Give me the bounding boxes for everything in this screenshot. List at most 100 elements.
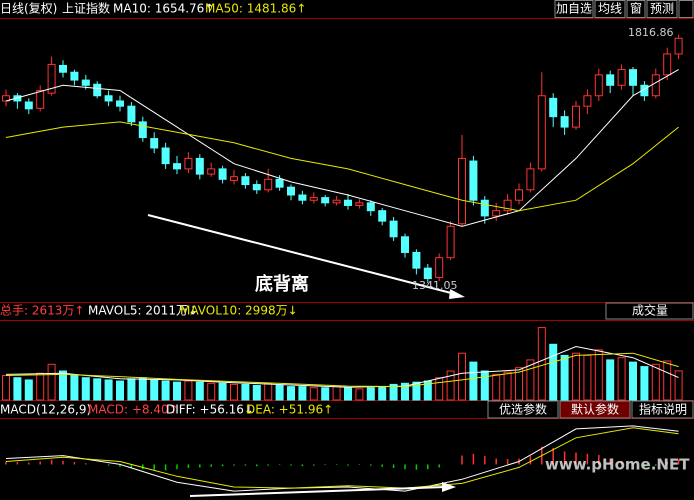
ma50-label: MA50: 1481.86↑ [205,2,306,16]
candle-body [674,37,683,55]
candle-body [81,79,90,86]
candle-body [344,199,352,206]
candle-body [446,225,455,259]
candle-body [549,97,558,118]
candle-body [458,157,466,225]
volume-bar [321,387,330,401]
watermark: www.pHome.NET [545,456,690,474]
candle-body [663,53,672,76]
volume-bar [663,360,672,401]
candle-body [640,84,649,97]
button[interactable] [626,0,646,18]
divergence-arrow [189,486,446,497]
candle-body [526,168,535,191]
volume-bar [503,371,512,401]
candle-body [321,197,330,204]
candle-body [435,257,444,279]
mavol5: MAVOL5: 2011万↓ [88,304,198,318]
volume-bar [116,380,124,401]
candle-body [309,197,318,201]
button-label[interactable]: 优选参数 [499,402,547,417]
volume-total: 总手: 2613万↑ [0,304,84,318]
candle-body [24,101,33,110]
candle-body [184,157,193,170]
volume-bar [332,386,341,401]
volume-bar [298,386,307,401]
volume-bar [435,377,444,401]
low-label: 1341.05 [412,279,458,292]
volume-bar [127,378,136,401]
candle-body [469,160,478,201]
button-label[interactable]: 均线 [598,2,622,16]
volume-bar [287,386,295,401]
candle-body [332,199,341,204]
candle-body [173,163,181,170]
button[interactable] [678,0,694,18]
indicator-line [5,425,679,492]
candle-body [252,184,261,191]
volume-bar [617,357,626,401]
volume-bar [458,352,466,401]
button[interactable] [487,400,559,419]
volume-bar [446,370,455,401]
button[interactable] [631,400,694,419]
volume-bar [218,382,227,401]
button-label[interactable]: 预测 [650,2,674,16]
candle-body [401,236,409,253]
button-label[interactable]: 窗 [630,2,642,16]
candle-body [378,210,387,222]
candle-body [138,121,147,139]
indicator-line [5,121,679,212]
volume-bar [264,382,273,401]
candle-body [515,189,523,201]
volume-bar [241,383,250,401]
button[interactable] [594,0,626,18]
button[interactable] [646,0,678,18]
button-label[interactable]: 默认参数 [571,402,619,417]
volume-bar [526,359,535,401]
candle-body [207,168,216,175]
divergence-arrow [147,214,456,295]
button-label[interactable]: 指标说明 [639,402,687,417]
volume-bar [560,354,569,401]
candle-body [560,116,569,128]
volume-bar [13,377,22,401]
candle-body [36,90,45,109]
candle-body [93,83,102,97]
arrow-head [442,482,456,492]
volume-bar [161,380,170,401]
candle-body [47,63,56,94]
candle-body [412,251,421,269]
indicator-line [5,69,679,227]
button[interactable] [554,0,594,18]
button[interactable] [559,400,631,419]
candle-body [218,168,227,180]
candle-body [195,157,204,175]
candle-body [298,194,307,201]
candle-body [629,69,637,86]
selector-label[interactable]: 成交量 [632,303,668,318]
candle-body [59,64,67,73]
indicator-line [5,345,679,388]
volume-bar [2,374,10,401]
volume-bar [389,383,398,401]
diff-value: DIFF: +56.16↓ [166,403,254,417]
candle-body [423,267,432,280]
macd-value: MACD: +8.40↑ [88,403,179,417]
indicator-line [5,427,679,489]
candle-body [287,186,295,196]
volume-bar [594,349,603,401]
volume-bar [640,366,649,401]
candle-body [492,210,501,217]
candle-body [617,69,626,86]
volume-bar [309,387,318,401]
candle-body [355,202,364,206]
volume-bar [36,372,45,401]
volume-bar [24,379,33,401]
selector[interactable] [605,302,694,320]
candle-body [583,95,592,107]
volume-bar [572,352,580,401]
button-label[interactable]: 加自选 [556,2,592,16]
volume-bar [629,361,637,401]
